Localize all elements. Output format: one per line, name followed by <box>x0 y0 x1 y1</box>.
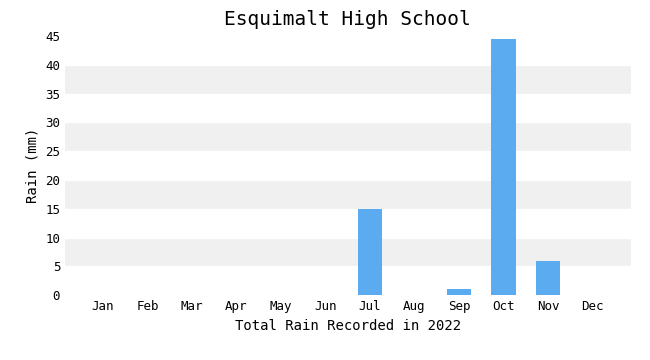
Title: Esquimalt High School: Esquimalt High School <box>224 10 471 29</box>
Bar <box>358 209 382 295</box>
Bar <box>491 39 516 295</box>
Bar <box>65 94 630 122</box>
Y-axis label: Rain (mm): Rain (mm) <box>25 128 40 203</box>
Bar <box>536 261 560 295</box>
Bar <box>65 151 630 180</box>
Bar <box>65 65 630 94</box>
Bar <box>65 180 630 209</box>
Bar <box>65 36 630 65</box>
Bar <box>65 209 630 238</box>
Bar <box>65 122 630 151</box>
Bar <box>447 289 471 295</box>
Bar <box>65 266 630 295</box>
Bar <box>65 238 630 266</box>
X-axis label: Total Rain Recorded in 2022: Total Rain Recorded in 2022 <box>235 319 461 333</box>
